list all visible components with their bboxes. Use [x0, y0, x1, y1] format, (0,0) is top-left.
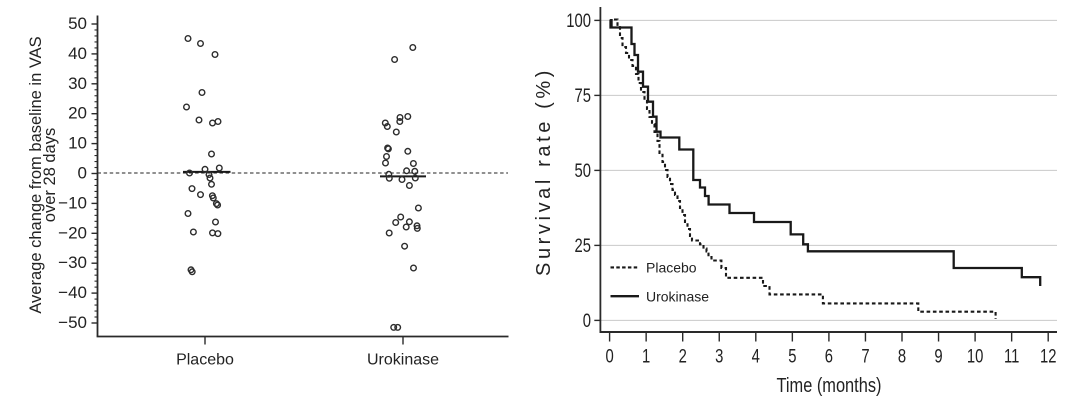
svg-text:10: 10	[68, 134, 87, 153]
svg-text:75: 75	[575, 85, 591, 106]
svg-text:−40: −40	[58, 283, 87, 302]
svg-text:Average change from baseline i: Average change from baseline in VAS	[27, 36, 45, 313]
svg-text:20: 20	[68, 104, 87, 123]
svg-text:50: 50	[68, 14, 87, 33]
svg-text:Placebo: Placebo	[646, 260, 697, 276]
svg-text:−20: −20	[58, 223, 87, 242]
svg-text:25: 25	[575, 235, 591, 256]
svg-text:7: 7	[861, 346, 869, 367]
svg-text:Placebo: Placebo	[176, 352, 234, 369]
svg-text:0: 0	[78, 164, 87, 183]
svg-text:10: 10	[967, 346, 983, 367]
svg-text:8: 8	[898, 346, 906, 367]
svg-text:5: 5	[788, 346, 796, 367]
svg-text:100: 100	[566, 10, 591, 31]
svg-text:over 28 days: over 28 days	[41, 128, 59, 222]
svg-text:6: 6	[825, 346, 833, 367]
svg-text:Time (months): Time (months)	[777, 373, 882, 396]
svg-text:0: 0	[583, 310, 591, 331]
svg-text:40: 40	[68, 44, 87, 63]
svg-text:−50: −50	[58, 313, 87, 332]
svg-text:50: 50	[575, 160, 591, 181]
svg-text:0: 0	[605, 346, 613, 367]
svg-text:2: 2	[679, 346, 687, 367]
svg-text:3: 3	[715, 346, 723, 367]
svg-text:4: 4	[752, 346, 760, 367]
svg-text:Survival rate (%): Survival rate (%)	[533, 67, 555, 276]
svg-text:9: 9	[934, 346, 942, 367]
svg-text:30: 30	[68, 74, 87, 93]
svg-text:12: 12	[1040, 346, 1056, 367]
svg-text:11: 11	[1004, 346, 1019, 367]
svg-text:−30: −30	[58, 253, 87, 272]
svg-text:−10: −10	[58, 193, 87, 212]
svg-text:Urokinase: Urokinase	[646, 288, 709, 304]
svg-text:1: 1	[642, 346, 650, 367]
svg-text:Urokinase: Urokinase	[367, 352, 439, 369]
